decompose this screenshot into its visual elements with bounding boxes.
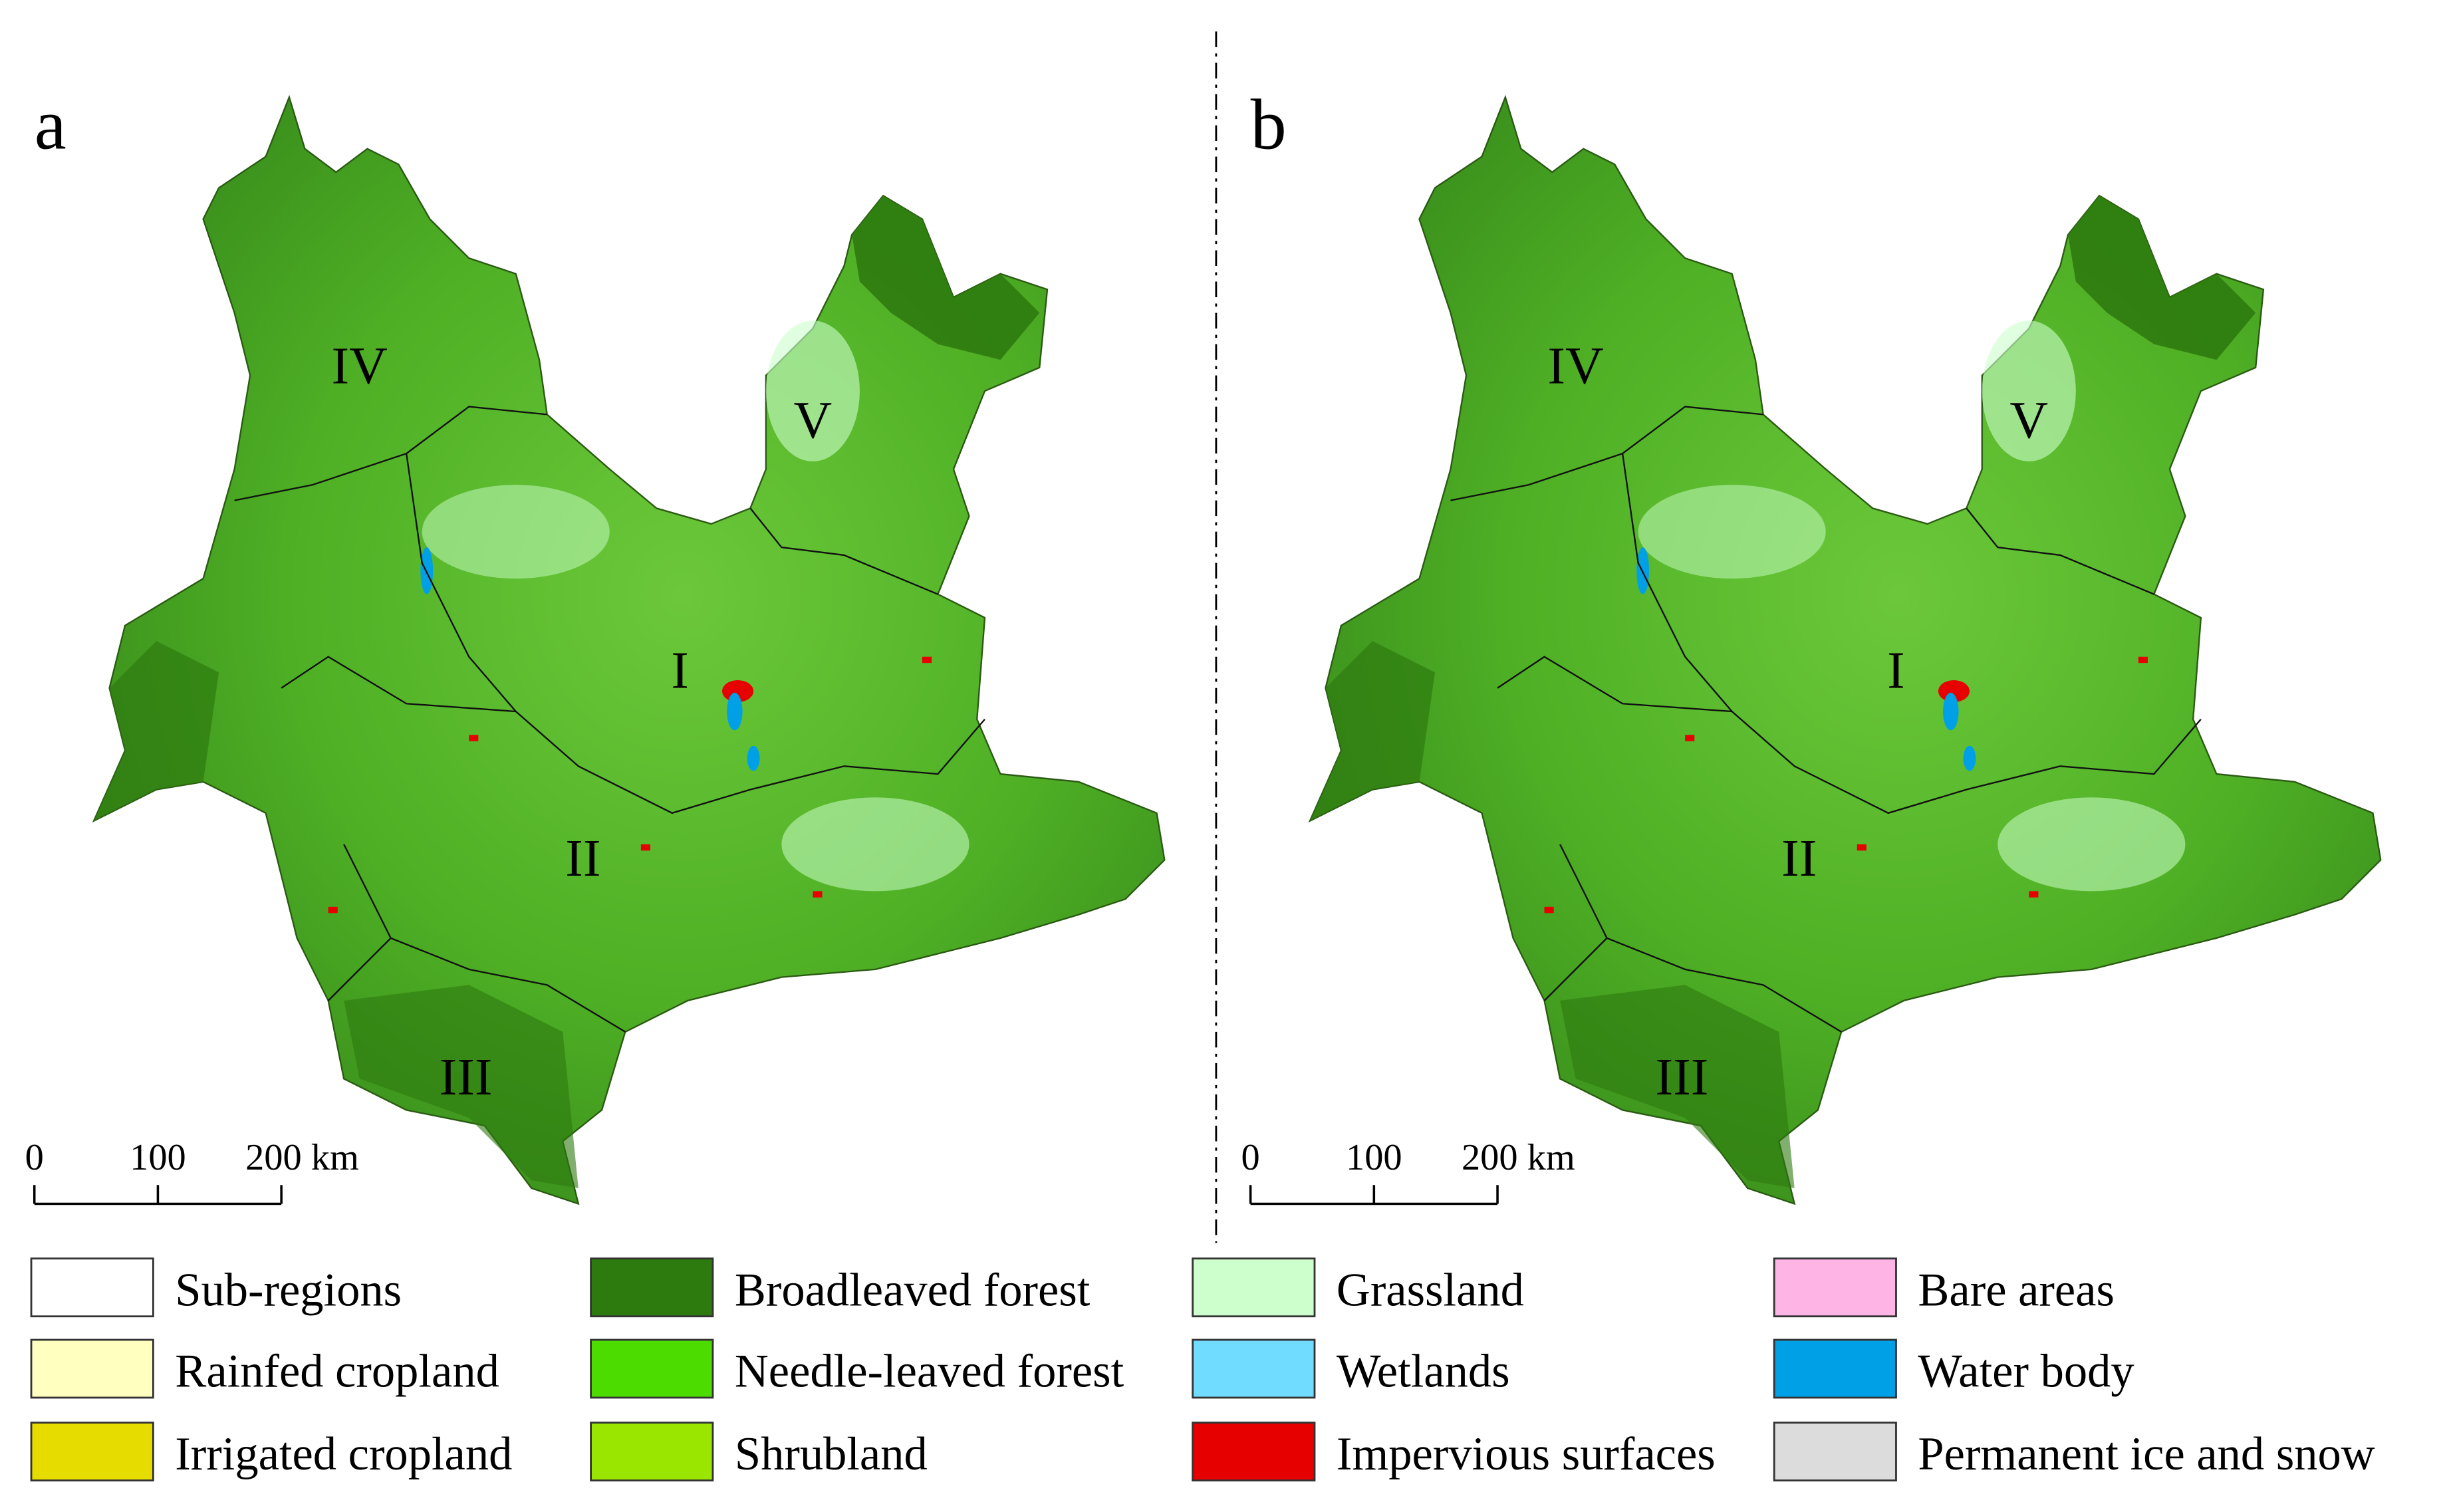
legend-swatch [30, 1422, 154, 1481]
region-label: V [794, 392, 833, 450]
legend-swatch [1192, 1338, 1316, 1399]
region-label: II [565, 829, 600, 888]
sub-region-boundary [749, 507, 938, 595]
impervious-patch [2029, 891, 2039, 898]
sub-region-boundary [327, 937, 626, 1033]
legend-label: Impervious surfaces [1337, 1428, 1716, 1480]
scale-label: 0 [25, 1137, 44, 1178]
region-label: IV [332, 336, 388, 395]
legend-label: Permanent ice and snow [1918, 1428, 2375, 1480]
legend-swatch [590, 1422, 714, 1481]
legend-label: Water body [1918, 1346, 2134, 1398]
legend-swatch [1773, 1257, 1897, 1318]
broadleaved-patch [1309, 641, 1436, 821]
water-patch [747, 745, 760, 771]
scale-label: 0 [1241, 1137, 1260, 1178]
sub-region-boundary [1543, 937, 1842, 1033]
panel-label: a [35, 86, 66, 165]
water-patch [1943, 692, 1959, 731]
legend-swatch [30, 1338, 154, 1399]
legend-swatch [590, 1257, 714, 1318]
broadleaved-patch [2068, 195, 2256, 360]
region-label: III [440, 1048, 493, 1106]
legend-swatch [1773, 1422, 1897, 1481]
legend-label: Shrubland [735, 1428, 928, 1480]
sub-region-boundary [1621, 453, 1733, 712]
panel-label: b [1251, 86, 1287, 165]
impervious-patch [469, 735, 479, 741]
grassland-patch [781, 797, 969, 892]
sub-region-boundary [1497, 656, 2202, 815]
sub-region-boundary [343, 844, 392, 939]
impervious-patch [1544, 906, 1554, 914]
legend-label: Broadleaved forest [735, 1264, 1091, 1316]
water-patch [727, 692, 743, 731]
impervious-patch [1857, 844, 1867, 851]
legend-label: Irrigated cropland [175, 1428, 512, 1480]
broadleaved-patch [94, 641, 219, 821]
region-label: I [671, 642, 689, 700]
legend-swatch [1192, 1422, 1316, 1481]
region-label: IV [1547, 336, 1603, 395]
legend-swatch [1773, 1338, 1897, 1399]
broadleaved-patch [344, 985, 579, 1188]
scale-label: 200 km [245, 1137, 359, 1178]
sub-region-boundary [281, 656, 985, 815]
province-outline [92, 94, 1166, 1205]
legend-label: Grassland [1337, 1264, 1524, 1316]
grassland-patch [422, 485, 610, 579]
region-label: II [1781, 829, 1817, 888]
province-outline [1308, 94, 2382, 1205]
sub-region-boundary [406, 453, 517, 712]
impervious-patch [1685, 735, 1695, 741]
region-label: III [1656, 1048, 1709, 1106]
scale-label: 100 [130, 1137, 186, 1178]
impervious-patch [922, 656, 932, 664]
grassland-patch [765, 320, 860, 461]
impervious-patch [640, 844, 650, 851]
legend-label: Rainfed cropland [175, 1346, 499, 1398]
sub-region-boundary [1966, 507, 2154, 595]
impervious-patch [328, 906, 338, 914]
impervious-patch [813, 891, 823, 898]
broadleaved-patch [1560, 985, 1795, 1188]
region-label: I [1887, 642, 1905, 700]
legend-swatch [1192, 1257, 1316, 1318]
legend-label: Bare areas [1918, 1264, 2115, 1316]
region-label: V [2009, 392, 2048, 450]
sub-region-boundary [1559, 844, 1608, 939]
legend-label: Wetlands [1337, 1346, 1510, 1398]
legend-swatch [30, 1257, 154, 1318]
scale-label: 200 km [1462, 1137, 1575, 1178]
grassland-patch [1998, 797, 2186, 892]
impervious-patch [2138, 656, 2148, 664]
legend-label: Sub-regions [175, 1264, 402, 1316]
scale-label: 100 [1346, 1137, 1402, 1178]
broadleaved-patch [852, 195, 1040, 360]
legend-swatch [590, 1338, 714, 1399]
legend-label: Needle-leaved forest [735, 1346, 1124, 1398]
grassland-patch [1638, 485, 1826, 579]
grassland-patch [1982, 320, 2076, 461]
water-patch [1963, 745, 1976, 771]
